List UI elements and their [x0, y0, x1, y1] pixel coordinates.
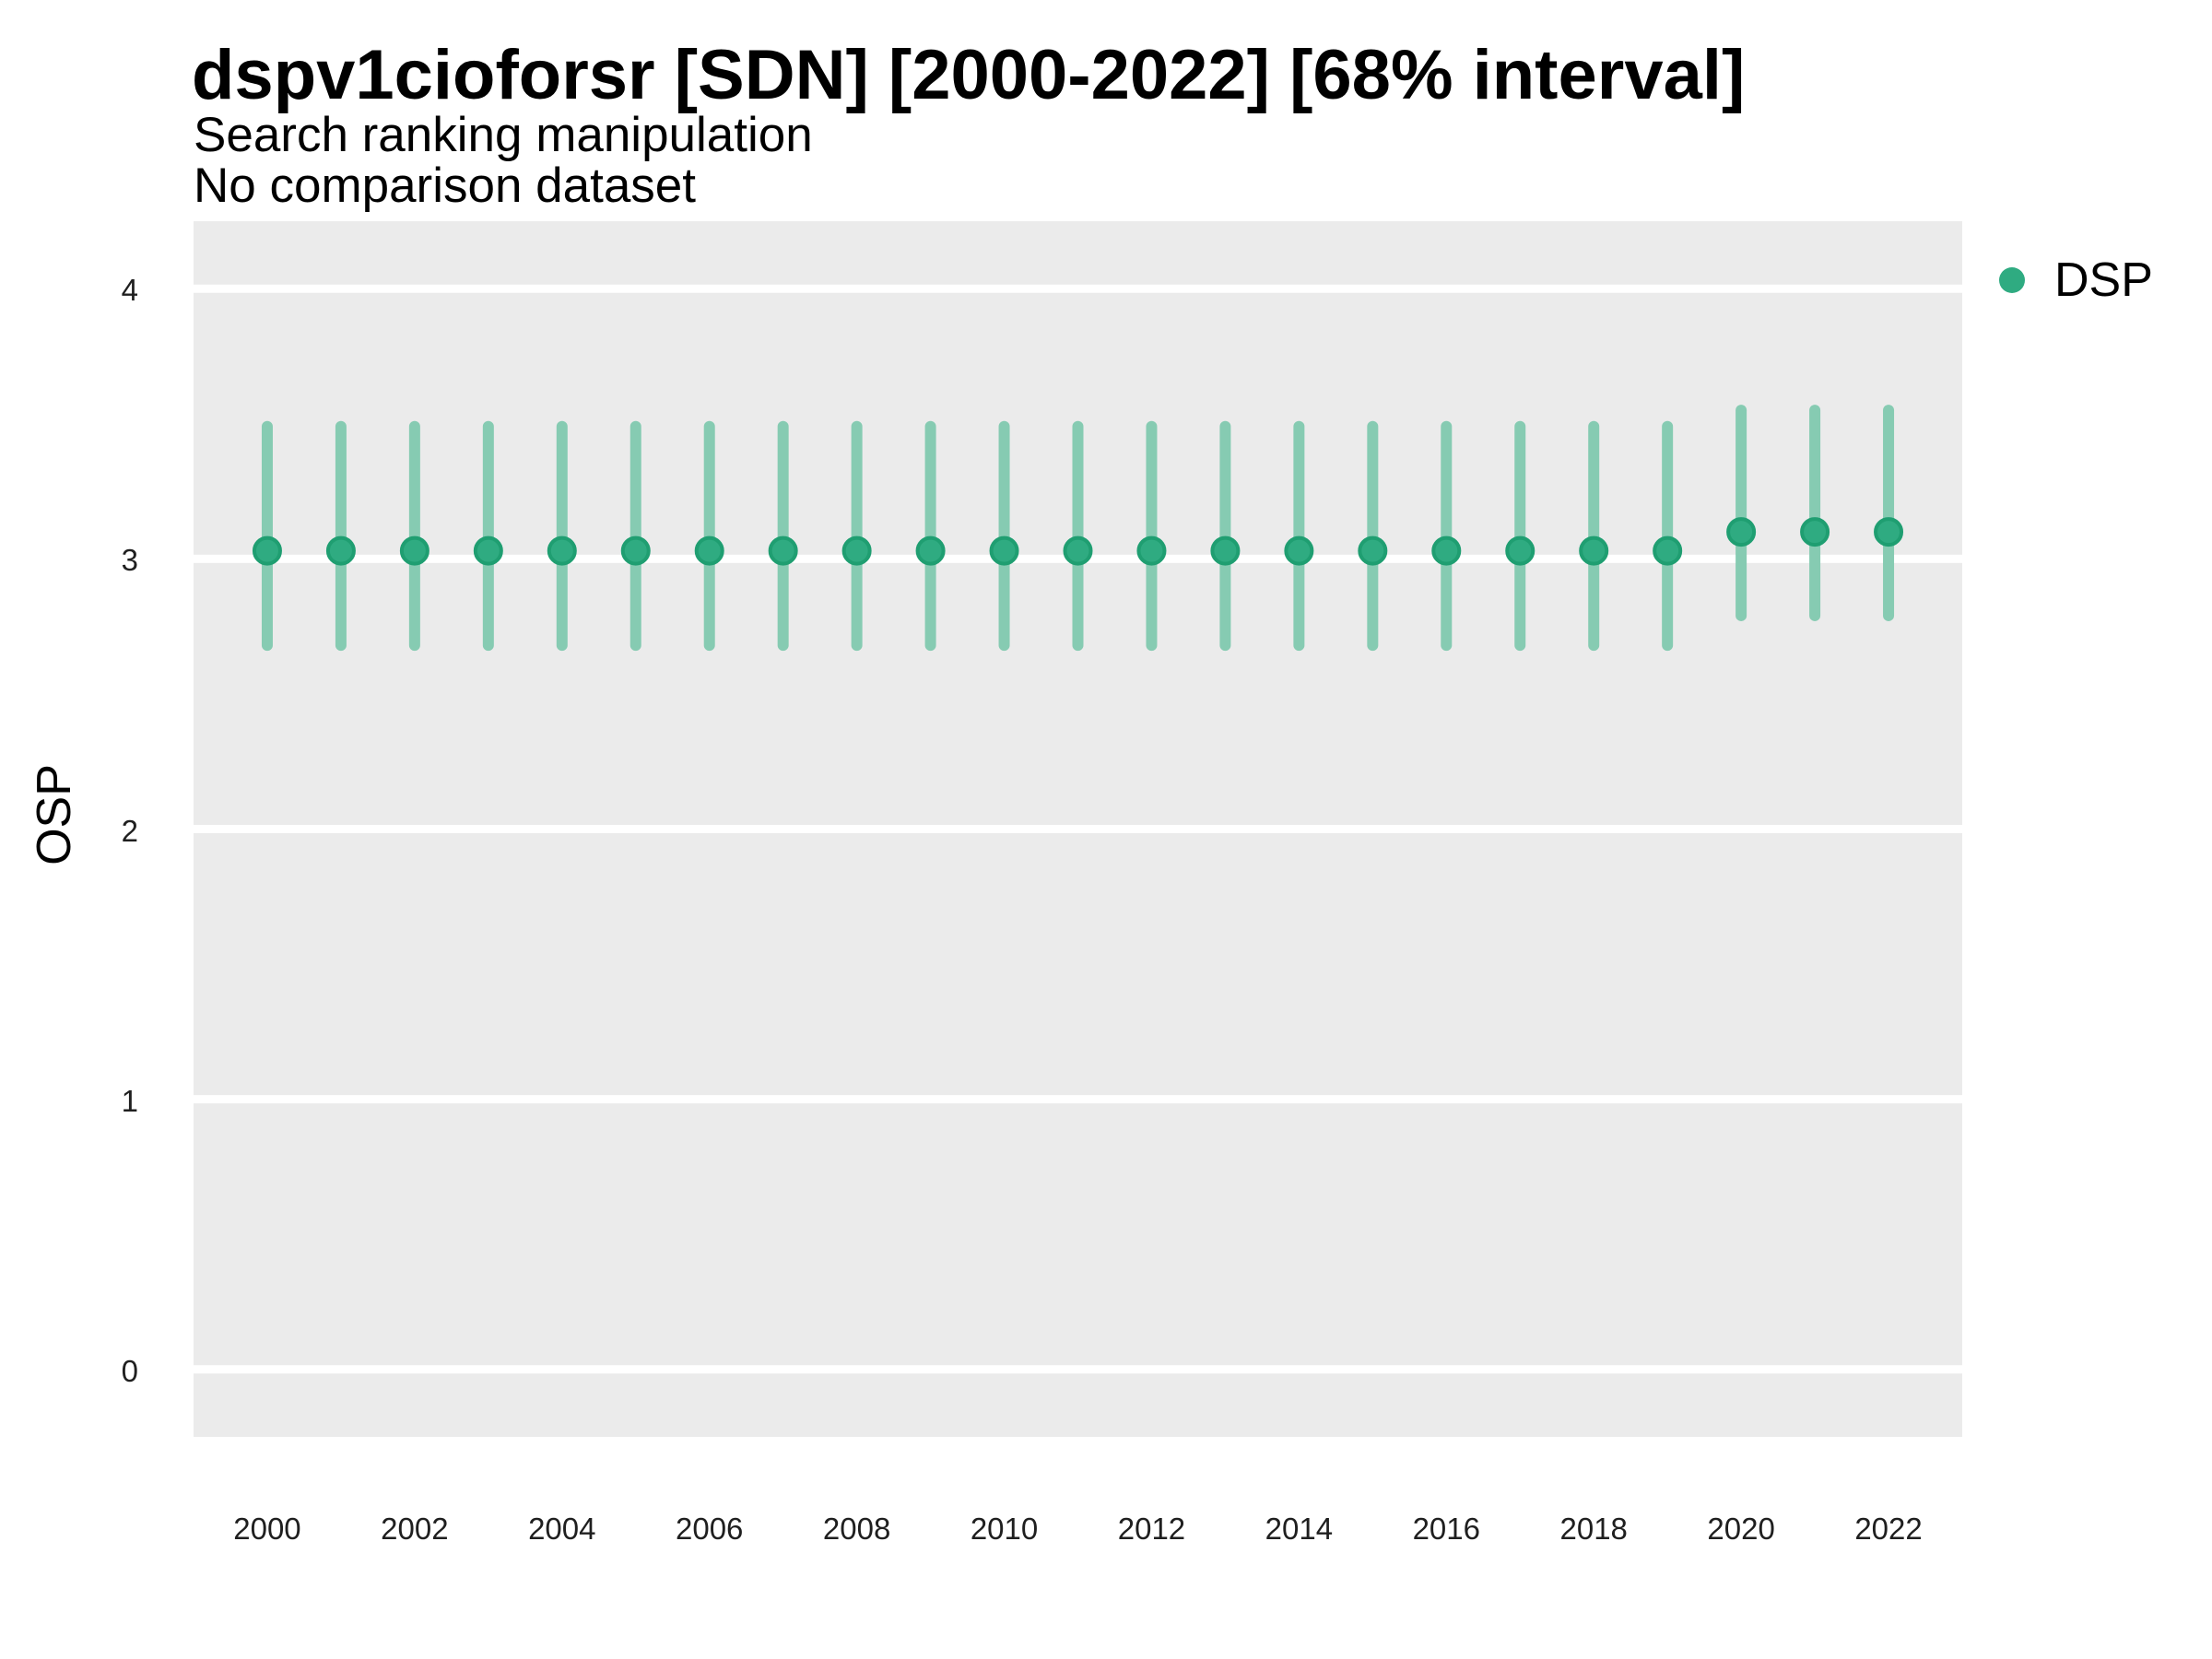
chart-subtitle: Search ranking manipulation	[194, 108, 813, 162]
y-tick-label-1: 1	[121, 1083, 138, 1118]
legend-label: DSP	[2054, 253, 2153, 307]
data-point-2006	[694, 535, 724, 566]
data-point-2016	[1431, 535, 1462, 566]
x-tick-label-2008: 2008	[822, 1512, 891, 1546]
chart-title: dspv1cioforsr [SDN] [2000-2022] [68% int…	[192, 36, 1746, 114]
data-point-2020	[1726, 517, 1757, 547]
data-point-2010	[989, 535, 1019, 566]
x-tick-label-2002: 2002	[381, 1512, 449, 1546]
x-tick-label-2014: 2014	[1265, 1512, 1334, 1546]
x-tick-label-2020: 2020	[1707, 1512, 1775, 1546]
data-point-2014	[1284, 535, 1314, 566]
y-tick-label-3: 3	[121, 543, 138, 578]
data-point-2019	[1653, 535, 1683, 566]
data-point-2008	[841, 535, 872, 566]
data-point-2004	[547, 535, 577, 566]
data-point-2002	[399, 535, 429, 566]
data-point-2017	[1505, 535, 1535, 566]
data-point-2013	[1210, 535, 1241, 566]
x-tick-label-2012: 2012	[1117, 1512, 1186, 1546]
legend-dot-shape	[1999, 267, 2025, 293]
chart-note: No comparison dataset	[194, 159, 697, 213]
data-point-2009	[915, 535, 946, 566]
legend: DSP	[1992, 256, 2153, 304]
data-point-2022	[1874, 517, 1904, 547]
x-tick-label-2010: 2010	[970, 1512, 1039, 1546]
x-tick-label-2018: 2018	[1559, 1512, 1628, 1546]
x-tick-label-2016: 2016	[1412, 1512, 1480, 1546]
x-tick-label-2006: 2006	[675, 1512, 744, 1546]
x-tick-label-2022: 2022	[1854, 1512, 1923, 1546]
data-point-2015	[1358, 535, 1388, 566]
y-tick-label-4: 4	[121, 273, 138, 308]
data-point-2018	[1579, 535, 1609, 566]
data-point-2000	[252, 535, 282, 566]
data-point-2021	[1800, 517, 1830, 547]
data-point-2007	[768, 535, 798, 566]
legend-dot-icon	[1999, 267, 2025, 293]
data-point-2001	[325, 535, 356, 566]
data-point-2011	[1063, 535, 1093, 566]
y-tick-label-2: 2	[121, 813, 138, 848]
x-tick-label-2004: 2004	[528, 1512, 596, 1546]
data-point-2003	[473, 535, 503, 566]
y-tick-label-0: 0	[121, 1353, 138, 1388]
x-tick-label-2000: 2000	[233, 1512, 301, 1546]
data-point-2012	[1136, 535, 1167, 566]
data-point-2005	[620, 535, 651, 566]
